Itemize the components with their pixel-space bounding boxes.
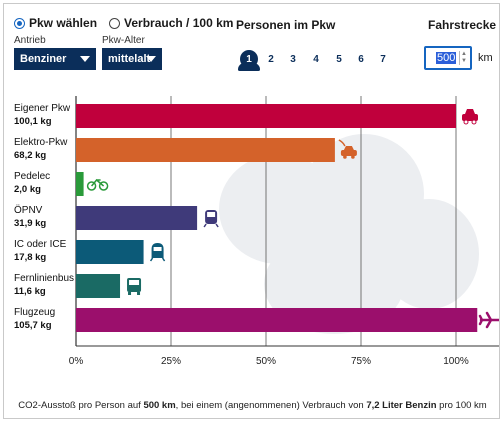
car-icon-wheel bbox=[463, 119, 469, 125]
chevron-down-icon bbox=[80, 56, 90, 62]
bar-0 bbox=[76, 104, 456, 128]
car-icon-roof bbox=[465, 109, 475, 114]
bar-1 bbox=[76, 138, 335, 162]
category-label: ÖPNV bbox=[14, 205, 43, 216]
electric-car-icon-wheel bbox=[351, 155, 355, 159]
value-label: 2,0 kg bbox=[14, 184, 41, 195]
chart-caption: CO2-Ausstoß pro Person auf 500 km, bei e… bbox=[4, 400, 499, 411]
electric-car-icon-wheel bbox=[343, 155, 347, 159]
bar-4 bbox=[76, 240, 144, 264]
electric-car-icon-cable bbox=[338, 139, 346, 147]
distance-title: Fahrstrecke bbox=[428, 18, 497, 32]
persons-title: Personen im Pkw bbox=[236, 18, 336, 32]
alter-select[interactable]: mittelalt bbox=[102, 48, 162, 70]
train-icon-feet bbox=[149, 257, 166, 262]
airplane-icon bbox=[478, 311, 499, 329]
bicycle-icon-wheel bbox=[98, 181, 109, 191]
bus-icon-wheel bbox=[128, 292, 132, 295]
value-label: 105,7 kg bbox=[14, 320, 52, 331]
caption-text-3: pro 100 km bbox=[436, 400, 487, 411]
antrieb-select[interactable]: Benziner bbox=[14, 48, 96, 70]
radio-label-verbrauch[interactable]: Verbrauch / 100 km bbox=[124, 16, 234, 30]
electric-car-icon bbox=[340, 150, 357, 156]
caption-consumption: 7,2 Liter Benzin bbox=[366, 400, 437, 411]
caption-text-2: , bei einem (angenommenen) Verbrauch von bbox=[175, 400, 367, 411]
person-option-4[interactable]: 4 bbox=[313, 53, 319, 65]
bus-icon-window bbox=[129, 280, 140, 285]
person-option-7[interactable]: 7 bbox=[380, 53, 386, 65]
co2-calculator: Pkw wählen Verbrauch / 100 km Antrieb Be… bbox=[3, 3, 500, 419]
tick-label: 75% bbox=[350, 356, 372, 367]
car-icon bbox=[462, 114, 478, 121]
mode-selector: Pkw wählen Verbrauch / 100 km bbox=[14, 16, 241, 30]
distance-unit: km bbox=[478, 52, 493, 64]
tram-icon-feet bbox=[203, 223, 219, 228]
radio-verbrauch[interactable] bbox=[109, 17, 121, 29]
value-label: 17,8 kg bbox=[14, 252, 47, 263]
bar-3 bbox=[76, 206, 198, 230]
value-label: 100,1 kg bbox=[14, 116, 52, 127]
radio-pkw-waehlen[interactable] bbox=[14, 17, 25, 29]
bar-6 bbox=[76, 308, 478, 332]
chevron-down-icon bbox=[146, 56, 156, 62]
category-label: Eigener Pkw bbox=[14, 103, 71, 114]
bus-icon-wheel bbox=[137, 292, 141, 295]
alter-value: mittelalt bbox=[108, 53, 151, 65]
value-label: 31,9 kg bbox=[14, 218, 47, 229]
radio-label-pkw[interactable]: Pkw wählen bbox=[29, 16, 98, 30]
alter-label: Pkw-Alter bbox=[102, 35, 145, 46]
train-icon-window bbox=[153, 247, 162, 251]
category-label: Fernlinienbus bbox=[14, 273, 75, 284]
tick-label: 100% bbox=[443, 356, 469, 367]
distance-value: 500 bbox=[436, 52, 457, 64]
electric-car-icon-roof bbox=[343, 146, 354, 150]
category-label: Elektro-Pkw bbox=[14, 137, 68, 148]
value-label: 11,6 kg bbox=[14, 286, 46, 297]
caption-distance: 500 km bbox=[143, 400, 176, 411]
category-label: Pedelec bbox=[14, 171, 51, 182]
bicycle-icon-frame bbox=[91, 178, 105, 187]
antrieb-label: Antrieb bbox=[14, 35, 46, 46]
tick-label: 50% bbox=[255, 356, 277, 367]
tick-label: 25% bbox=[160, 356, 182, 367]
person-option-6[interactable]: 6 bbox=[358, 53, 364, 65]
person-option-3[interactable]: 3 bbox=[290, 53, 296, 65]
person-option-2[interactable]: 2 bbox=[268, 53, 274, 65]
bar-5 bbox=[76, 274, 121, 298]
spinner-arrows-icon[interactable]: ▲ ▼ bbox=[459, 51, 468, 65]
distance-input[interactable]: 500 ▲ ▼ bbox=[424, 46, 472, 70]
co2-bar-chart bbox=[75, 96, 499, 347]
background-cloud bbox=[379, 199, 479, 309]
bar-2 bbox=[76, 172, 84, 196]
person-option-5[interactable]: 5 bbox=[336, 53, 342, 65]
caption-text-1: CO2-Ausstoß pro Person auf bbox=[18, 400, 144, 411]
tick-label: 0% bbox=[68, 356, 84, 367]
category-label: IC oder ICE bbox=[14, 239, 67, 250]
tram-icon-window bbox=[207, 212, 216, 217]
value-label: 68,2 kg bbox=[14, 150, 47, 161]
bicycle-icon bbox=[86, 181, 97, 191]
car-icon-wheel bbox=[471, 119, 477, 125]
antrieb-value: Benziner bbox=[20, 53, 67, 65]
person-icon bbox=[238, 63, 260, 71]
category-label: Flugzeug bbox=[14, 307, 56, 318]
